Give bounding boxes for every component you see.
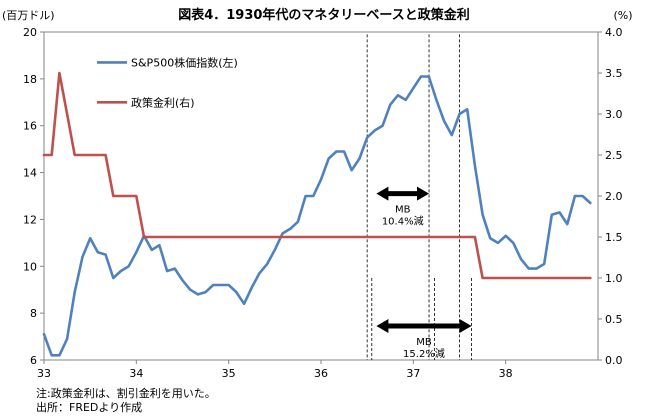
y-right-tick-label: 4.0 bbox=[605, 26, 623, 39]
chart-title: 図表4．1930年代のマネタリーベースと政策金利 bbox=[178, 7, 470, 23]
x-tick-label: 34 bbox=[129, 367, 143, 380]
y-left-tick-label: 10 bbox=[23, 260, 37, 273]
y-left-tick-label: 6 bbox=[30, 354, 37, 367]
annotation-sublabel: 10.4%減 bbox=[382, 215, 424, 228]
sp500-line bbox=[42, 75, 592, 357]
annotation-label: MB bbox=[395, 205, 411, 216]
y-right-tick-label: 1.5 bbox=[605, 231, 623, 244]
y-right-tick-label: 0.5 bbox=[605, 313, 623, 326]
y-left-tick-label: 12 bbox=[23, 213, 37, 226]
footnote-source: 出所：FREDより作成 bbox=[36, 401, 143, 414]
y-right-tick-label: 2.0 bbox=[605, 190, 623, 203]
x-tick-label: 36 bbox=[314, 367, 328, 380]
reference-lines bbox=[366, 34, 472, 360]
annotation-label: MB bbox=[416, 337, 432, 348]
y-right-tick-label: 2.5 bbox=[605, 149, 623, 162]
y-right-tick-label: 3.0 bbox=[605, 108, 623, 121]
y-left-tick-label: 18 bbox=[23, 73, 37, 86]
policy-rate-line bbox=[42, 71, 592, 280]
x-tick-label: 35 bbox=[222, 367, 236, 380]
arrow-head-left bbox=[376, 186, 389, 201]
y-left-tick-label: 8 bbox=[30, 307, 37, 320]
y-left-tick-label: 20 bbox=[23, 26, 37, 39]
right-axis-unit: (%) bbox=[613, 9, 632, 22]
legend-label-sp500: S&P500株価指数(左) bbox=[131, 55, 238, 69]
footnote-note: 注:政策金利は、割引金利を用いた。 bbox=[36, 387, 216, 400]
y-right-tick-label: 3.5 bbox=[605, 67, 623, 80]
legend-label-policy-rate: 政策金利(右) bbox=[131, 95, 195, 109]
arrow-head-right bbox=[417, 186, 430, 201]
chart: 図表4．1930年代のマネタリーベースと政策金利 (百万ドル) (%) 6 8 10… bbox=[2, 7, 633, 380]
series-lines bbox=[42, 71, 592, 357]
y-left-tick-label: 16 bbox=[23, 120, 37, 133]
x-tick-label: 37 bbox=[406, 367, 420, 380]
y-right-tick-label: 0.0 bbox=[605, 354, 623, 367]
y-right-tick-label: 1.0 bbox=[605, 272, 623, 285]
axes: 6 8 10 12 14 16 18 20 0.0 0.5 1.0 1.5 2.0 2.5 3.0 3.5 4.… bbox=[23, 26, 623, 380]
y-left-tick-label: 14 bbox=[23, 167, 37, 180]
arrow-head-right bbox=[459, 319, 472, 334]
annotation-sublabel: 15.2%減 bbox=[403, 347, 445, 360]
x-tick-label: 33 bbox=[37, 367, 51, 380]
arrow-head-left bbox=[376, 319, 389, 334]
x-tick-label: 38 bbox=[499, 367, 513, 380]
legend: S&P500株価指数(左) 政策金利(右) bbox=[97, 55, 238, 109]
left-axis-unit: (百万ドル) bbox=[2, 9, 55, 22]
